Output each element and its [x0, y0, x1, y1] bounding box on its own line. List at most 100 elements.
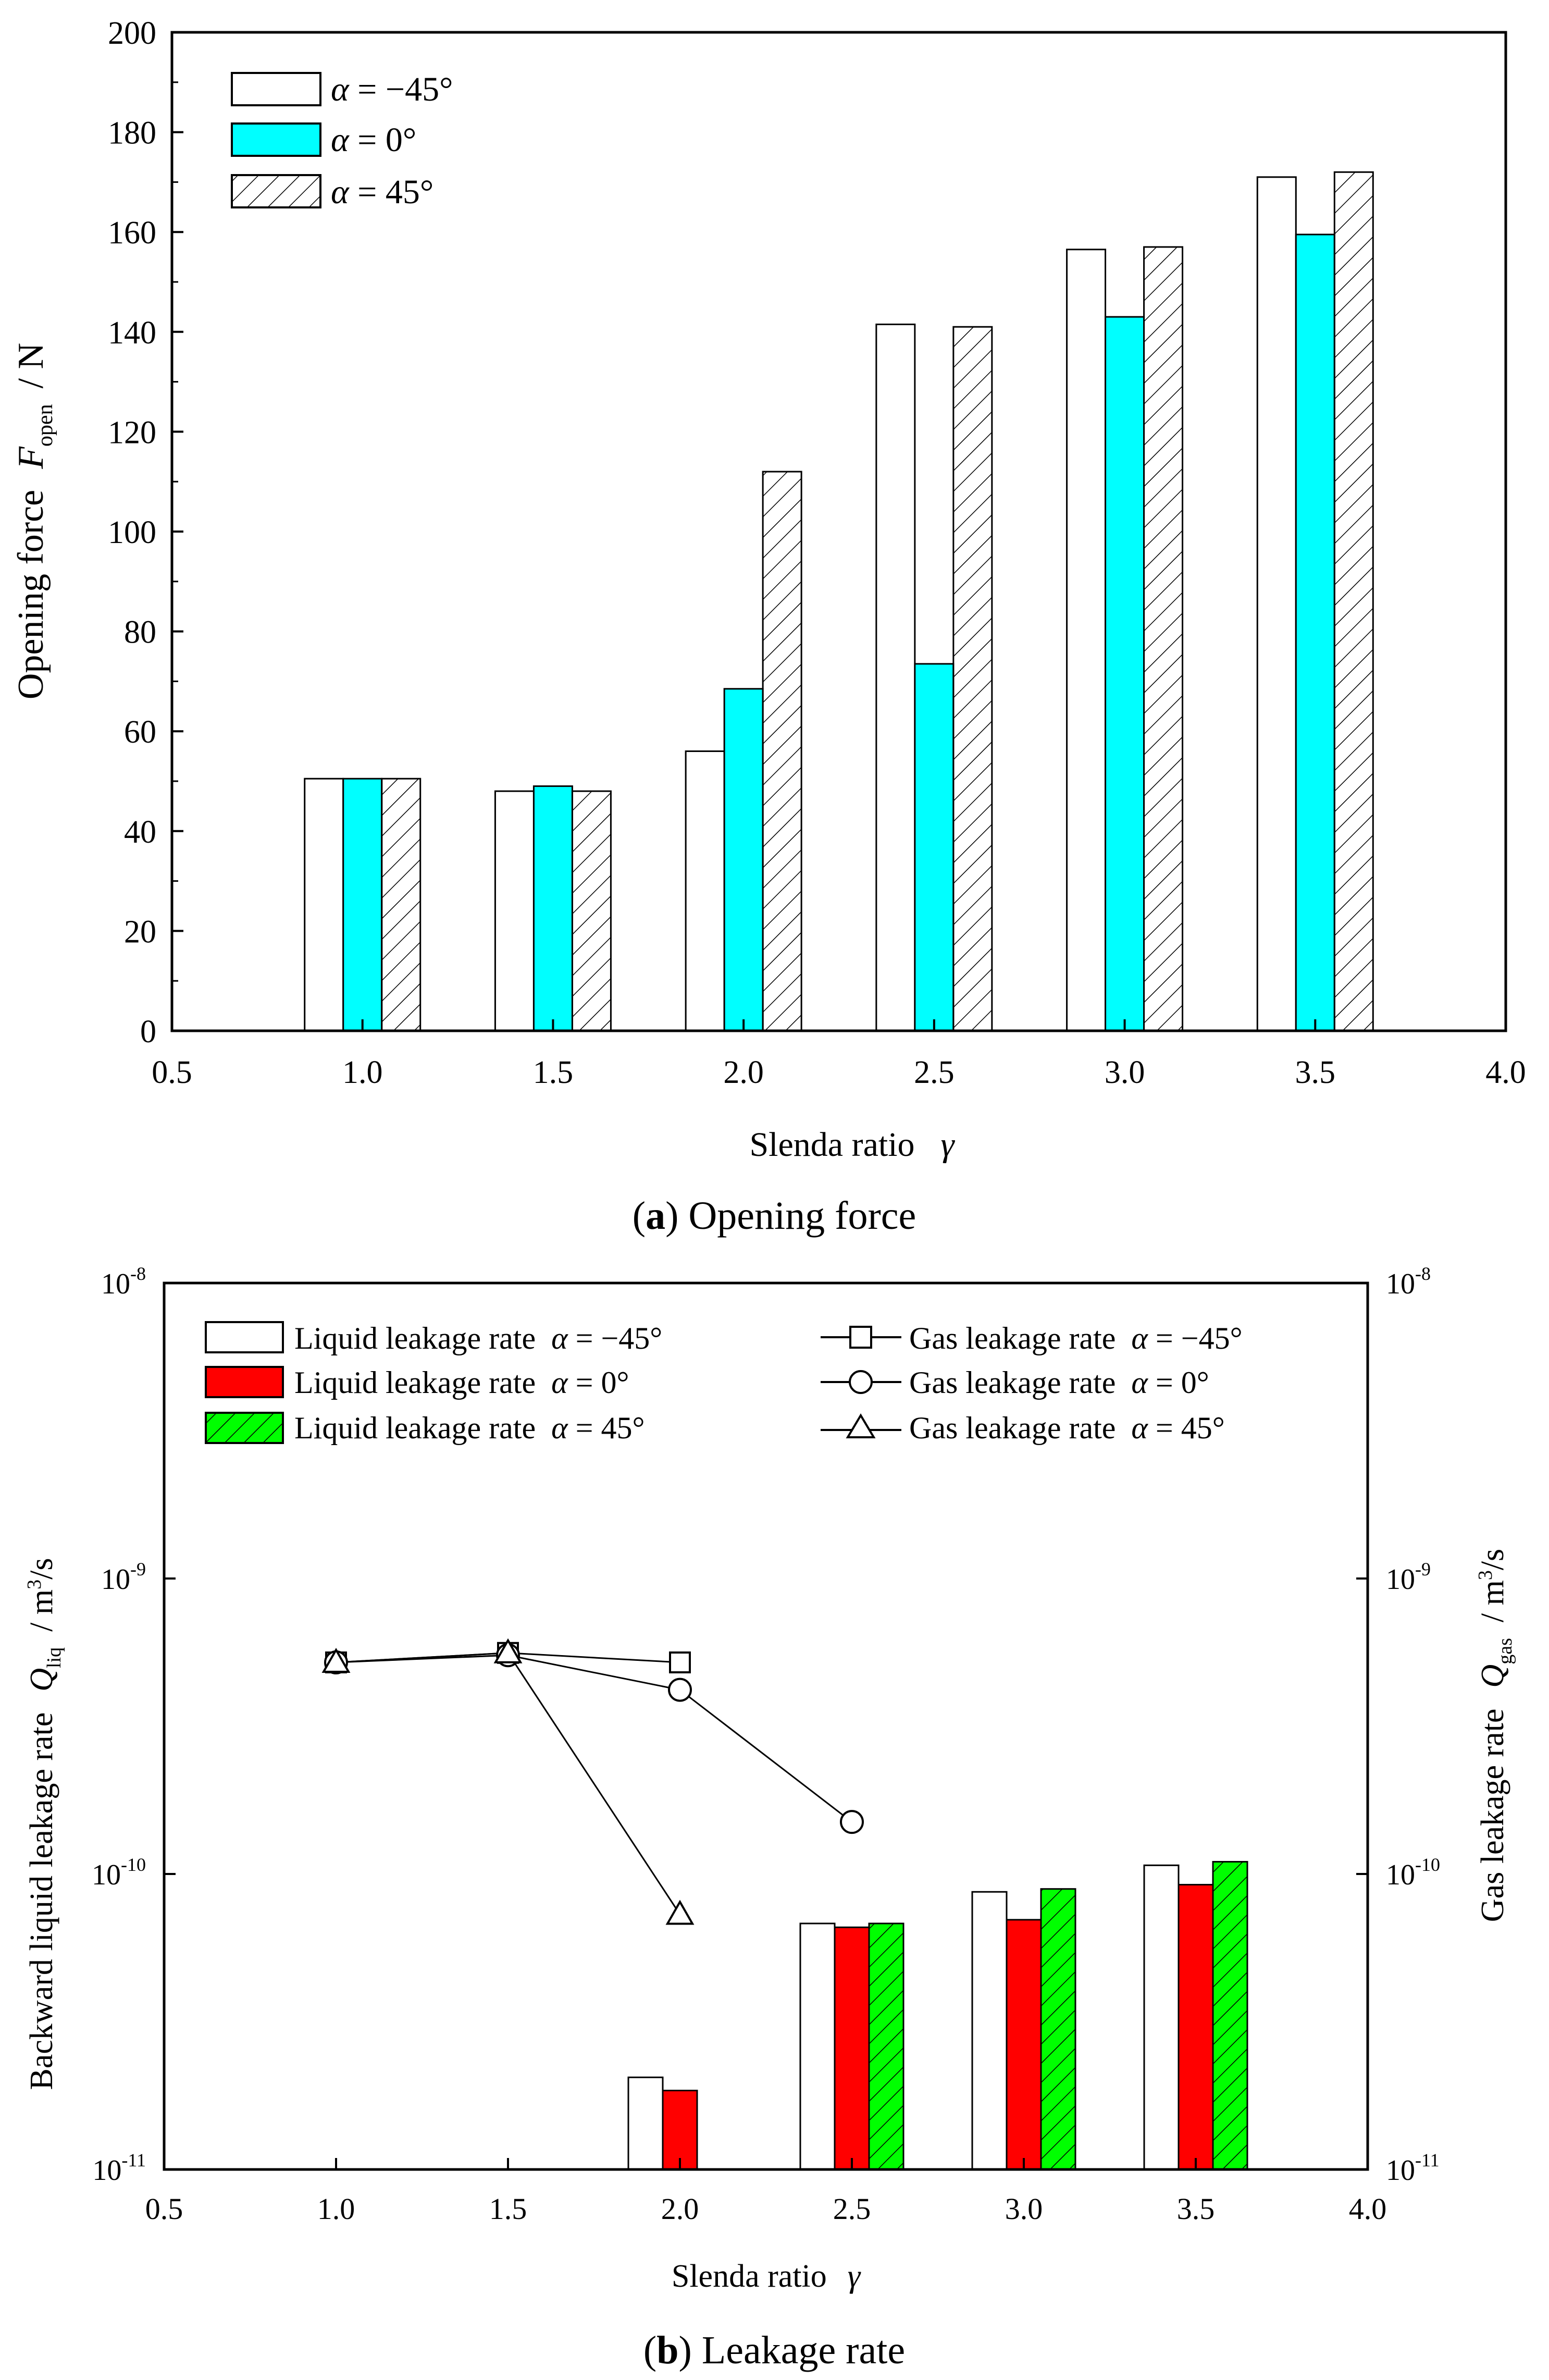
y-tick-label-right: 10-8	[1386, 1263, 1431, 1300]
plot-frame	[163, 1281, 1369, 2171]
y-tick-label: 200	[108, 16, 156, 51]
liquid-bar-3-series-2	[1040, 1888, 1076, 2171]
caption-a: (a) Opening force	[633, 1194, 916, 1238]
circle-marker-icon	[849, 1370, 873, 1394]
gas-point-1.5-series-2	[493, 1638, 523, 1663]
legend-label-liquid-0: Liquid leakage rate α = 0°	[294, 1365, 629, 1400]
x-tick-label: 0.5	[152, 1055, 192, 1090]
liquid-bar-3-series-1	[1006, 1919, 1042, 2171]
x-tick-label: 3.5	[1177, 2192, 1215, 2226]
liquid-leakage-bars	[627, 1861, 1248, 2171]
y-tick-label: 80	[124, 615, 156, 650]
y-axis-title-left: Backward liquid leakage rateQliq/ m3/s	[23, 1558, 65, 2090]
x-tick-label: 3.0	[1005, 2192, 1043, 2226]
legend-swatch-liquid-0	[205, 1366, 284, 1398]
x-tick-label: 2.0	[661, 2192, 699, 2226]
legend-gas: Gas leakage rate α = −45° Gas leakage rat…	[821, 1321, 1243, 1445]
bar-1-series-1	[342, 778, 383, 1032]
gas-point-2.5-series-1	[840, 1810, 864, 1834]
y-axis-title: Opening forceFopen/ N	[11, 343, 57, 699]
y-tick-label-left: 10-8	[101, 1263, 146, 1300]
bar-2-series-1	[723, 688, 764, 1032]
y-tick-label-right: 10-9	[1386, 1559, 1431, 1596]
chart-leakage-rate: 0.5 1.0 1.5 2.0 2.5 3.0 3.5 4.0 10-11 10-11 10-10 1…	[23, 1263, 1516, 2372]
x-tick-label: 0.5	[145, 2192, 183, 2226]
opening-force-bars	[304, 171, 1374, 1032]
triangle-marker-icon	[846, 1413, 876, 1438]
bar-2-series-2	[762, 471, 802, 1032]
legend-label-alpha-neg45: α = −45°	[331, 70, 453, 108]
legend-liquid: Liquid leakage rate α = −45° Liquid leaka…	[205, 1321, 662, 1445]
x-tick-label: 4.0	[1485, 1055, 1526, 1090]
caption-b: (b) Leakage rate	[643, 2328, 905, 2372]
bar-3-series-2	[1143, 246, 1184, 1032]
legend-swatch-liquid-neg45	[205, 1321, 284, 1353]
gas-line-series-1	[336, 1654, 852, 1823]
x-tick-label: 1.5	[533, 1055, 574, 1090]
y-tick-label-right: 10-10	[1386, 1854, 1440, 1891]
liquid-bar-2.5-series-2	[868, 1922, 904, 2171]
x-tick-label: 2.5	[833, 2192, 871, 2226]
y-tick-label-right: 10-11	[1386, 2150, 1440, 2187]
liquid-bar-2.5-series-1	[834, 1926, 870, 2171]
liquid-bar-2-series-1	[662, 2090, 698, 2171]
gas-line-series-2	[336, 1652, 681, 1915]
x-axis-title: Slenda ratio γ	[672, 2259, 861, 2294]
liquid-bar-3-series-0	[971, 1891, 1008, 2171]
y-tick-label: 140	[108, 315, 156, 351]
bar-1.5-series-2	[571, 790, 612, 1032]
chart-opening-force: 0.5 1.0 1.5 2.0 2.5 3.0 3.5 4.0 0 20 40 60 80 100 120 1…	[11, 16, 1526, 1238]
y-tick-label-left: 10-10	[92, 1854, 146, 1891]
liquid-bar-2.5-series-0	[799, 1922, 836, 2171]
bar-3.5-series-0	[1256, 176, 1297, 1032]
legend-label-gas-45: Gas leakage rate α = 45°	[909, 1411, 1225, 1445]
bar-3.5-series-1	[1295, 233, 1335, 1032]
x-tick-label: 3.0	[1105, 1055, 1145, 1090]
bar-3-series-1	[1105, 316, 1145, 1032]
liquid-bar-2-series-0	[627, 2076, 664, 2171]
y-tick-label: 100	[108, 515, 156, 550]
gas-leakage-lines	[321, 1638, 864, 1925]
legend-label-liquid-45: Liquid leakage rate α = 45°	[294, 1411, 645, 1445]
y-tick-label-left: 10-9	[101, 1559, 146, 1596]
axis-ticks: 0.5 1.0 1.5 2.0 2.5 3.0 3.5 4.0 0 20 40 60 80 100 120 1…	[108, 16, 1526, 1090]
gas-point-1-series-2	[321, 1647, 351, 1673]
bar-2.5-series-2	[952, 326, 993, 1032]
x-tick-label: 3.5	[1295, 1055, 1336, 1090]
x-tick-label: 4.0	[1349, 2192, 1387, 2226]
y-tick-label-left: 10-11	[92, 2150, 146, 2187]
y-tick-label: 0	[140, 1014, 156, 1050]
y-tick-label: 20	[124, 914, 156, 949]
y-tick-label: 60	[124, 714, 156, 750]
bar-2.5-series-1	[914, 663, 955, 1032]
y-axis-title-right: Gas leakage rateQgas/ m3/s	[1474, 1549, 1516, 1922]
axis-ticks: 0.5 1.0 1.5 2.0 2.5 3.0 3.5 4.0 10-11 10-11 10-10 1…	[92, 1263, 1440, 2226]
gas-point-2-series-2	[665, 1900, 695, 1925]
x-axis-title: Slenda ratio γ	[749, 1126, 955, 1164]
legend-label-gas-0: Gas leakage rate α = 0°	[909, 1365, 1209, 1400]
y-tick-label: 160	[108, 215, 156, 251]
y-tick-label: 40	[124, 815, 156, 850]
legend-swatch-liquid-45	[205, 1412, 284, 1444]
liquid-bar-3.5-series-2	[1212, 1861, 1248, 2171]
square-marker-icon	[849, 1326, 872, 1349]
x-tick-label: 1.5	[489, 2192, 527, 2226]
x-tick-label: 1.0	[342, 1055, 383, 1090]
bar-1-series-0	[304, 778, 344, 1032]
x-tick-label: 2.0	[723, 1055, 764, 1090]
bar-1.5-series-1	[532, 785, 573, 1032]
bar-1-series-2	[381, 778, 422, 1032]
liquid-bar-3.5-series-1	[1178, 1884, 1214, 2171]
legend-label-gas-neg45: Gas leakage rate α = −45°	[909, 1321, 1243, 1355]
liquid-bar-3.5-series-0	[1143, 1864, 1180, 2171]
legend-label-liquid-neg45: Liquid leakage rate α = −45°	[294, 1321, 662, 1355]
legend-swatch-alpha-neg45	[231, 72, 321, 106]
x-tick-label: 2.5	[914, 1055, 955, 1090]
bar-1.5-series-0	[494, 790, 535, 1032]
y-tick-label: 180	[108, 116, 156, 151]
bar-2-series-0	[685, 750, 725, 1032]
legend-label-alpha-45: α = 45°	[331, 173, 433, 211]
x-tick-label: 1.0	[317, 2192, 355, 2226]
bar-3-series-0	[1066, 249, 1107, 1032]
